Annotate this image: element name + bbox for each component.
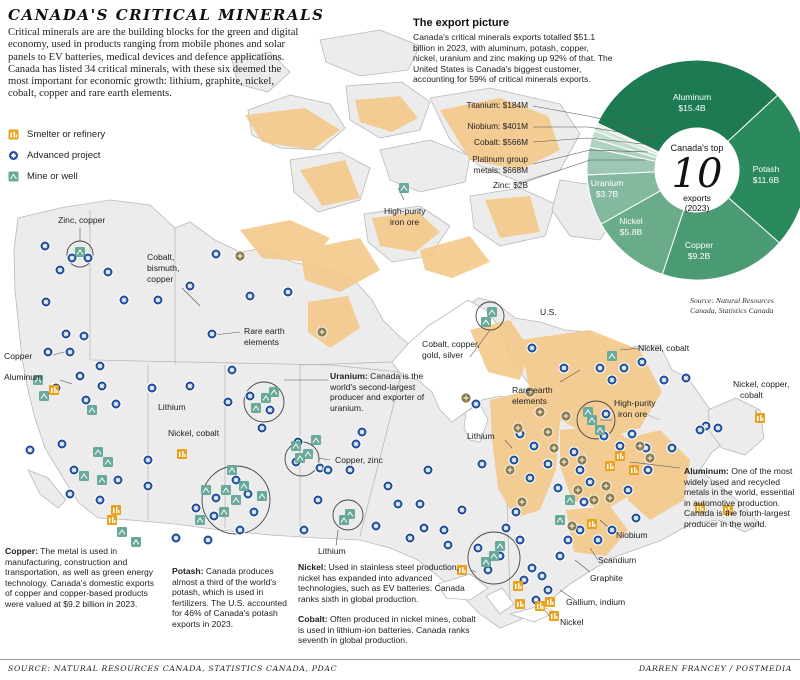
- label-cobalt: Cobalt: $566M: [474, 137, 528, 147]
- intro-text: Critical minerals are are the building b…: [8, 27, 299, 100]
- label-high-purity-east-2: iron ore: [618, 409, 648, 419]
- provincial-borders: [89, 210, 661, 601]
- label-graphite: Graphite: [590, 573, 623, 583]
- label-nickel-copper-cobalt-2: cobalt: [740, 390, 763, 400]
- note-aluminum: Aluminum: One of the most widely used an…: [684, 466, 795, 529]
- note-copper: Copper: The metal is used in manufacturi…: [5, 546, 155, 609]
- donut-leaders: [515, 105, 661, 186]
- donut-center-top: Canada's top: [670, 143, 724, 153]
- slice-label-potash: Potash $11.6B: [752, 164, 780, 185]
- legend-item-advanced-project: Advanced project: [8, 145, 105, 166]
- label-zinc-copper: Zinc, copper: [58, 215, 106, 225]
- advanced-project-icon: [8, 150, 19, 161]
- donut-center-exports: exports: [683, 193, 711, 203]
- donut-center-number: 10: [671, 151, 723, 197]
- cluster-circles: [66, 240, 616, 585]
- footer-source: SOURCE: NATURAL RESOURCES CANADA, STATIS…: [8, 664, 338, 673]
- label-niobium: Niobium: [616, 530, 648, 540]
- label-cobalt-copper-gold-2: gold, silver: [422, 350, 464, 360]
- map-legend: Smelter or refinery Advanced project Min…: [8, 124, 105, 187]
- donut-source: Source: Natural Resources Canada, Statis…: [690, 296, 774, 315]
- label-niobium: Niobium: $401M: [467, 121, 528, 131]
- label-gallium-indium: Gallium, indium: [566, 597, 626, 607]
- label-rare-earth-east-1: Rare earth: [512, 385, 553, 395]
- label-copper-west: Copper: [4, 351, 33, 361]
- donut-center-year: (2023): [684, 203, 710, 213]
- donut-hole: [655, 128, 739, 212]
- label-rare-earth-west-1: Rare earth: [244, 326, 285, 336]
- note-potash: Potash: Canada produces almost a third o…: [172, 566, 287, 629]
- label-cobalt-bismuth-3: copper: [147, 274, 174, 284]
- newfoundland: [707, 397, 765, 456]
- label-scandium: Scandium: [598, 555, 637, 565]
- map-leaders: [52, 187, 757, 621]
- slice-label-uranium: Uranium $3.7B: [590, 178, 624, 199]
- donut-center-bottom: exports (2023): [660, 193, 734, 213]
- label-nickel-south: Nickel: [560, 617, 584, 627]
- legend-label: Advanced project: [27, 150, 101, 161]
- label-high-purity-east-1: High-purity: [614, 398, 656, 408]
- label-rare-earth-east-2: elements: [512, 396, 547, 406]
- label-us: U.S.: [540, 307, 557, 317]
- note-cobalt: Cobalt: Often produced in nickel mines, …: [298, 614, 476, 646]
- label-lithium-west: Lithium: [158, 402, 186, 412]
- label-nickel-cobalt-west: Nickel, cobalt: [168, 428, 220, 438]
- legend-item-smelter: Smelter or refinery: [8, 124, 105, 145]
- label-nickel-cobalt-east: Nickel, cobalt: [638, 343, 690, 353]
- mineral-highlight-areas: [240, 96, 690, 556]
- legend-label: Smelter or refinery: [27, 129, 106, 140]
- slice-label-copper: Copper $9.2B: [684, 240, 714, 261]
- export-title: The export picture: [413, 17, 509, 29]
- legend-label: Mine or well: [27, 171, 78, 182]
- slice-label-aluminum: Aluminum $15.4B: [672, 92, 712, 113]
- export-text: Canada's critical minerals exports total…: [413, 32, 613, 84]
- footer-divider: [0, 659, 800, 660]
- label-aluminum-west: Aluminum: [4, 372, 43, 382]
- label-lithium-south: Lithium: [318, 546, 346, 556]
- label-lithium-east: Lithium: [467, 431, 495, 441]
- exports-donut-chart: [586, 59, 800, 281]
- label-pgm-1: Platinum group: [472, 154, 528, 164]
- note-nickel: Nickel: Used in stainless steel producti…: [298, 562, 465, 604]
- label-nickel-copper-cobalt-1: Nickel, copper,: [733, 379, 790, 389]
- label-cobalt-copper-gold-1: Cobalt, copper,: [422, 339, 480, 349]
- smelter-icon: [8, 129, 19, 140]
- note-uranium: Uranium: Canada is the world's second-la…: [330, 371, 425, 413]
- label-high-purity-north-2: iron ore: [390, 217, 420, 227]
- label-cobalt-bismuth-2: bismuth,: [147, 263, 180, 273]
- vancouver-island: [27, 469, 67, 509]
- label-pgm-2: metals: $668M: [473, 165, 528, 175]
- footer-credit: DARREN FRANCEY / POSTMEDIA: [638, 664, 792, 673]
- label-high-purity-north-1: High-purity: [384, 206, 426, 216]
- label-copper-zinc: Copper, zinc: [335, 455, 383, 465]
- label-cobalt-bismuth-1: Cobalt,: [147, 252, 175, 262]
- mine-icon: [8, 171, 19, 182]
- label-zinc: Zinc: $2B: [492, 180, 528, 190]
- page-title: CANADA'S CRITICAL MINERALS: [8, 6, 325, 24]
- label-titanium: Titanium: $184M: [466, 100, 529, 110]
- slice-label-nickel: Nickel $5.8B: [619, 216, 643, 237]
- label-rare-earth-west-2: elements: [244, 337, 279, 347]
- legend-item-mine: Mine or well: [8, 166, 105, 187]
